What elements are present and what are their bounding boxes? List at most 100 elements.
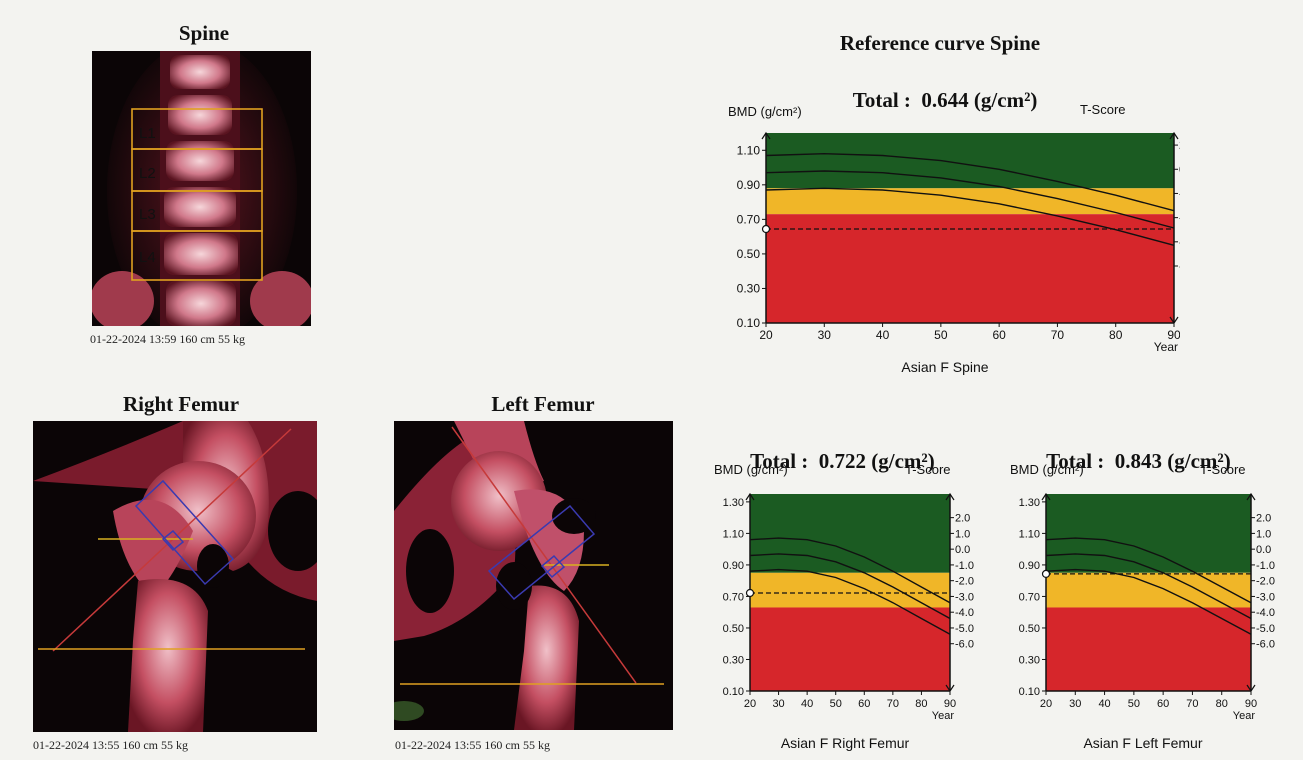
right-femur-scan-image <box>33 421 317 732</box>
band-yellow <box>766 188 1174 215</box>
t-score-tick-label: -1.0 <box>955 560 974 572</box>
right-femur-total-label: Total : <box>750 449 809 473</box>
right-femur-scan-title: Right Femur <box>122 392 240 416</box>
spine-total: Total : 0.644 (g/cm²) <box>760 63 1120 113</box>
spine-chart-title: Reference curve Spine <box>839 31 1041 55</box>
reference-curve-line <box>765 187 1175 246</box>
left-femur-total-label: Total : <box>1046 449 1105 473</box>
t-score-tick-label: 2.0 <box>1179 138 1180 152</box>
t-score-tick-label: 2.0 <box>955 513 970 525</box>
reference-curve-line <box>765 152 1175 212</box>
spine-scan-image: L1 L2 L3 L4 <box>92 51 311 326</box>
spine-reference-chart: 0.10 0.30 0.50 0.70 0.90 1.10 2.0 0.0 -2.0 -4.0 -6… <box>737 131 1180 353</box>
t-score-tick-label: -2.0 <box>1179 186 1180 200</box>
y-tick-label: 0.10 <box>737 316 761 330</box>
t-score-tick-label: 1.0 <box>1256 528 1271 540</box>
x-axis-label: Year <box>1154 340 1178 353</box>
x-tick-label: 50 <box>830 698 842 710</box>
band-yellow <box>750 572 950 608</box>
t-score-tick-label: -2.0 <box>1256 576 1275 588</box>
t-score-tick-label: 2.0 <box>1256 513 1271 525</box>
y-axis-arrow <box>745 492 755 501</box>
region-label-l2: L2 <box>139 165 156 182</box>
y-tick-label: 0.50 <box>737 247 761 261</box>
y-tick-label: 0.70 <box>1019 591 1040 603</box>
right-femur-total: Total : 0.722 (g/cm²) <box>740 424 935 474</box>
x-tick-label: 20 <box>1040 698 1052 710</box>
y-tick-label: 1.30 <box>1019 497 1040 509</box>
reference-curve-line <box>1045 537 1252 604</box>
x-tick-label: 60 <box>858 698 870 710</box>
x-tick-label: 90 <box>1167 328 1180 342</box>
band-yellow <box>1046 572 1251 608</box>
x-tick-label: 60 <box>1157 698 1169 710</box>
t-score-tick-label: -4.0 <box>1256 607 1275 619</box>
t-score-tick-label: -6.0 <box>955 639 974 651</box>
band-green <box>1046 494 1251 573</box>
y-tick-label: 1.10 <box>1019 528 1040 540</box>
t-score-tick-label: -3.0 <box>955 591 974 603</box>
reference-curve-line <box>749 537 951 604</box>
t-score-axis-arrow <box>1246 492 1256 501</box>
region-label-l4: L4 <box>139 249 156 266</box>
reference-curve-line <box>1045 553 1252 620</box>
left-femur-total-value: 0.843 (g/cm²) <box>1114 449 1231 473</box>
reference-curve-line <box>749 553 951 620</box>
x-tick-label: 30 <box>1069 698 1081 710</box>
t-score-axis-arrow <box>1169 131 1179 140</box>
y-tick-label: 0.70 <box>723 591 744 603</box>
x-tick-label: 30 <box>818 328 832 342</box>
right-femur-y2label: T-Score <box>905 462 951 477</box>
y-tick-label: 1.10 <box>723 528 744 540</box>
right-femur-chart-footer: Asian F Right Femur <box>780 735 910 751</box>
y-tick-label: 0.90 <box>737 178 761 192</box>
patient-bmd-point <box>761 224 771 234</box>
y-tick-label: 0.30 <box>737 281 761 295</box>
x-tick-label: 70 <box>887 698 899 710</box>
x-tick-label: 70 <box>1186 698 1198 710</box>
x-tick-label: 30 <box>772 698 784 710</box>
t-score-tick-label: 0.0 <box>1256 544 1271 556</box>
left-femur-reference-chart: 0.10 0.30 0.50 0.70 0.90 1.10 1.30 2.0 1.0 0.0 -1.… <box>1019 492 1275 722</box>
left-femur-y2label: T-Score <box>1200 462 1246 477</box>
t-score-tick-label: -4.0 <box>1179 211 1180 225</box>
t-score-tick-label: -2.0 <box>955 576 974 588</box>
band-green <box>766 133 1174 189</box>
reference-curve-line <box>749 568 951 635</box>
t-score-tick-label: 0.0 <box>955 544 970 556</box>
y-tick-label: 0.30 <box>723 654 744 666</box>
region-label-l3: L3 <box>139 206 156 223</box>
y-tick-label: 0.90 <box>1019 560 1040 572</box>
reference-curve-line <box>1045 568 1252 635</box>
x-tick-label: 20 <box>759 328 773 342</box>
y-tick-label: 0.90 <box>723 560 744 572</box>
y-tick-label: 0.10 <box>1019 686 1040 698</box>
t-score-tick-label: -5.0 <box>1256 623 1275 635</box>
spine-scan-title: Spine <box>178 21 230 45</box>
patient-bmd-point <box>745 588 755 598</box>
x-axis-label: Year <box>1233 710 1256 722</box>
patient-bmd-point <box>1041 569 1051 579</box>
right-femur-scan-caption: 01-22-2024 13:55 160 cm 55 kg <box>33 738 188 752</box>
spine-total-value: 0.644 (g/cm²) <box>921 88 1038 112</box>
t-score-tick-label: 1.0 <box>955 528 970 540</box>
left-femur-chart-footer: Asian F Left Femur <box>1083 735 1203 751</box>
x-tick-label: 60 <box>992 328 1006 342</box>
x-tick-label: 70 <box>1051 328 1065 342</box>
t-score-tick-label: -5.0 <box>955 623 974 635</box>
y-axis-arrow <box>1041 492 1051 501</box>
band-red <box>750 607 950 691</box>
t-score-tick-label: -1.0 <box>1256 560 1275 572</box>
x-tick-label: 90 <box>944 698 956 710</box>
x-tick-label: 50 <box>1128 698 1140 710</box>
y-tick-label: 0.30 <box>1019 654 1040 666</box>
t-score-tick-label: -6.0 <box>1179 235 1180 249</box>
t-score-tick-label: -3.0 <box>1256 591 1275 603</box>
region-label-l1: L1 <box>139 125 156 142</box>
right-femur-reference-chart: 0.10 0.30 0.50 0.70 0.90 1.10 1.30 2.0 1.0 0.0 -1.… <box>723 492 974 722</box>
left-femur-scan-image <box>394 421 673 730</box>
band-red <box>766 214 1174 323</box>
x-tick-label: 20 <box>744 698 756 710</box>
y-tick-label: 1.10 <box>737 143 761 157</box>
spine-scan-caption: 01-22-2024 13:59 160 cm 55 kg <box>90 332 245 346</box>
